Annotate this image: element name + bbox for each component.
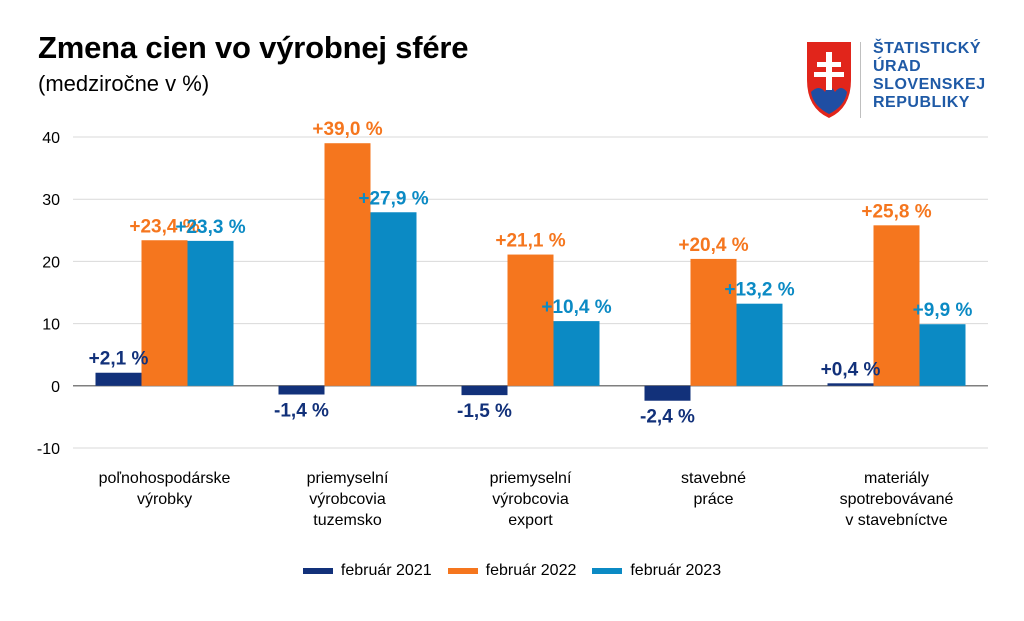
y-axis-ticks: 40 30 20 10 0 -10: [37, 130, 60, 458]
y-tick-label: -10: [37, 441, 60, 458]
bar: [827, 383, 874, 386]
chart-title: Zmena cien vo výrobnej sfére: [38, 30, 469, 65]
bar: [690, 258, 737, 386]
logo-line: ÚRAD: [873, 58, 922, 75]
logo-line: ŠTATISTICKÝ: [873, 40, 982, 57]
bars: [95, 143, 966, 401]
category-label: výrobcovia: [309, 491, 386, 508]
data-label: +27,9 %: [358, 188, 428, 209]
category-label: poľnohospodárske: [99, 470, 231, 487]
y-tick-label: 30: [42, 192, 60, 209]
bar: [141, 240, 188, 386]
data-label: +25,8 %: [861, 201, 931, 222]
y-tick-label: 20: [42, 254, 60, 271]
data-label: +39,0 %: [312, 119, 382, 140]
bar: [644, 385, 691, 401]
data-label: -2,4 %: [640, 407, 695, 428]
data-label: +0,4 %: [821, 359, 881, 380]
category-label: priemyselní: [307, 470, 389, 487]
bar: [461, 385, 508, 396]
category-labels: poľnohospodárske výrobky priemyselní výrobc…: [99, 470, 954, 529]
category-label: výrobcovia: [492, 491, 569, 508]
legend-swatch: [447, 567, 478, 574]
bar: [95, 372, 142, 386]
y-tick-label: 10: [42, 317, 60, 334]
data-label: +20,4 %: [678, 235, 748, 256]
bar: [919, 324, 966, 386]
legend-label: február 2021: [340, 562, 432, 579]
logo-divider: [860, 42, 861, 118]
category-label: materiály: [864, 470, 929, 487]
category-label: priemyselní: [490, 470, 572, 487]
y-tick-label: 40: [42, 130, 60, 147]
data-label: +9,9 %: [913, 300, 973, 321]
data-label: +23,3 %: [175, 217, 245, 238]
double-cross-icon: [814, 52, 844, 90]
logo-text: ŠTATISTICKÝ ÚRAD SLOVENSKEJ REPUBLIKY: [873, 40, 986, 112]
category-label: v stavebníctve: [845, 512, 947, 529]
legend-label: február 2023: [630, 562, 722, 579]
bar: [873, 225, 920, 386]
data-label: +21,1 %: [495, 231, 565, 252]
data-label: +2,1 %: [89, 349, 149, 370]
data-labels: +2,1 % +23,4 %+23,3 % -1,4 % +39,0 % +27,9 %…: [89, 119, 973, 428]
legend: február 2021 február 2022 február 2023: [0, 562, 1024, 580]
statistical-office-logo: [807, 42, 851, 118]
logo-line: REPUBLIKY: [873, 94, 970, 111]
category-label: výrobky: [137, 491, 192, 508]
legend-swatch: [302, 567, 333, 574]
category-label: tuzemsko: [313, 512, 382, 529]
bar: [736, 303, 783, 386]
bar: [553, 321, 600, 386]
chart-subtitle: (medziročne v %): [38, 71, 210, 96]
bar: [507, 254, 554, 386]
bar: [370, 212, 417, 386]
bar: [324, 143, 371, 386]
bar: [187, 240, 234, 386]
legend-item: február 2021: [302, 562, 432, 580]
coat-of-arms-hills-icon: [811, 87, 847, 114]
legend-swatch: [592, 567, 623, 574]
legend-item: február 2023: [592, 562, 721, 580]
data-label: +13,2 %: [724, 280, 794, 301]
category-label: spotrebovávané: [840, 491, 954, 508]
y-tick-label: 0: [51, 379, 60, 396]
legend-label: február 2022: [485, 562, 577, 579]
bar: [278, 385, 325, 395]
data-label: -1,5 %: [457, 401, 512, 422]
data-label: +23,4 %: [129, 216, 199, 237]
logo-line: SLOVENSKEJ: [873, 76, 986, 93]
category-label: export: [508, 512, 553, 529]
category-label: práce: [693, 491, 733, 508]
category-label: stavebné: [681, 470, 746, 487]
legend-item: február 2022: [447, 562, 577, 580]
data-label: +10,4 %: [541, 297, 611, 318]
data-label: -1,4 %: [274, 401, 329, 422]
